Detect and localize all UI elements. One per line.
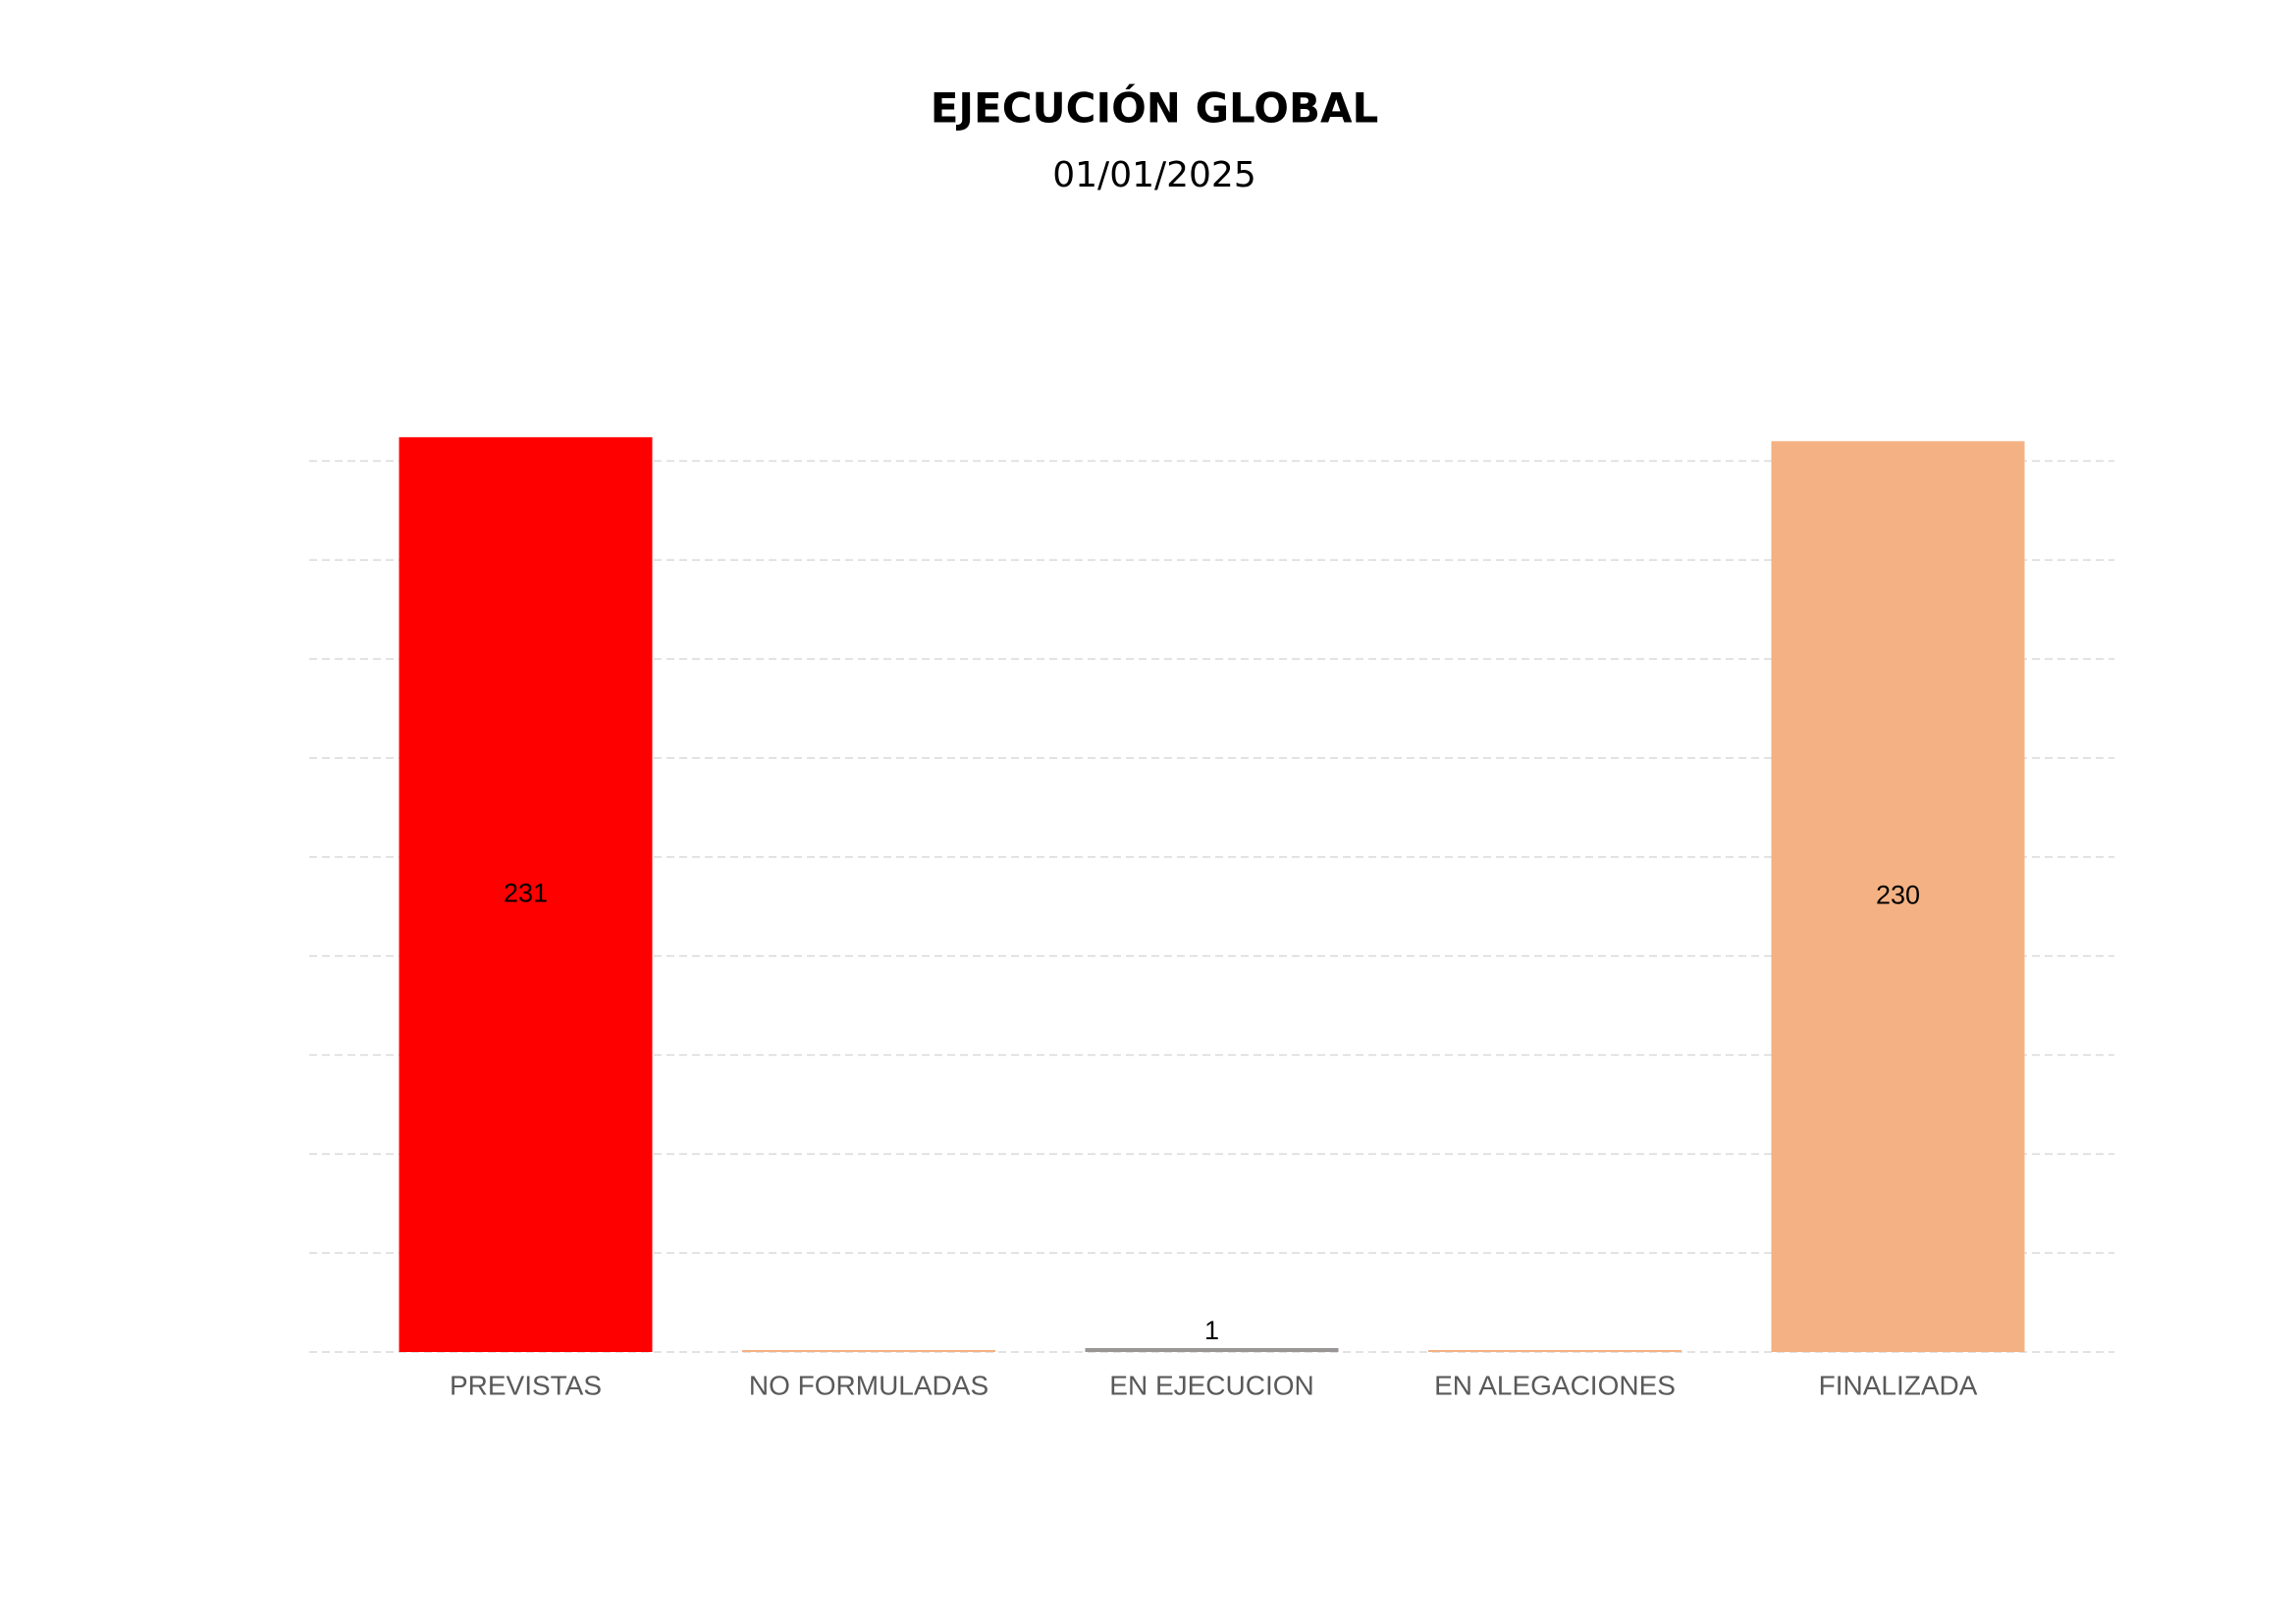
x-tick-label: EN ALEGACIONES <box>1434 1370 1676 1400</box>
x-tick-label: EN EJECUCION <box>1109 1370 1313 1400</box>
chart-title: EJECUCIÓN GLOBAL <box>931 83 1379 133</box>
bar <box>1771 441 2025 1352</box>
value-label: 231 <box>504 878 548 907</box>
bar <box>399 437 653 1352</box>
bar <box>1085 1347 1339 1352</box>
chart-subtitle: 01/01/2025 <box>1052 155 1256 195</box>
bar <box>742 1350 995 1352</box>
value-label: 230 <box>1876 880 1920 909</box>
x-tick-label: FINALIZADA <box>1819 1370 1978 1400</box>
x-tick-label: NO FORMULADAS <box>749 1370 988 1400</box>
bar <box>1428 1350 1682 1352</box>
value-label: 1 <box>1204 1316 1219 1345</box>
x-tick-label: PREVISTAS <box>450 1370 602 1400</box>
